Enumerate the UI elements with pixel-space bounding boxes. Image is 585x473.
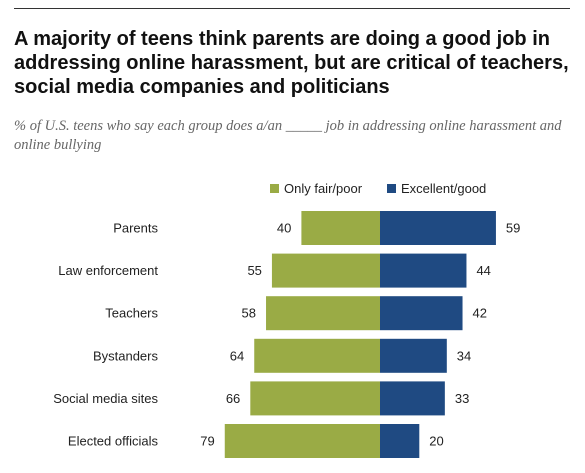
bar-excellent-good-parents <box>380 211 496 245</box>
bar-excellent-good-social-media-sites <box>380 381 445 416</box>
value-label-excellent-good-teachers: 42 <box>473 306 487 321</box>
category-label-bystanders: Bystanders <box>93 348 159 363</box>
top-rule <box>14 8 570 9</box>
bar-only-fair-poor-teachers <box>266 296 380 331</box>
category-label-teachers: Teachers <box>105 306 158 321</box>
value-label-only-fair-poor-teachers: 58 <box>242 306 256 321</box>
bar-only-fair-poor-social-media-sites <box>250 381 380 416</box>
value-label-excellent-good-bystanders: 34 <box>457 348 471 363</box>
bar-only-fair-poor-elected-officials <box>224 424 380 458</box>
bar-only-fair-poor-bystanders <box>254 338 380 373</box>
bar-excellent-good-bystanders <box>380 338 447 373</box>
category-label-social-media-sites: Social media sites <box>53 391 158 406</box>
legend-label-excellent-good: Excellent/good <box>401 181 487 196</box>
value-label-only-fair-poor-parents: 40 <box>277 221 291 236</box>
chart-title: A majority of teens think parents are do… <box>14 28 569 98</box>
value-label-excellent-good-parents: 59 <box>506 221 520 236</box>
bar-only-fair-poor-parents <box>301 211 380 245</box>
legend-item-excellent-good: Excellent/good <box>387 181 486 197</box>
bar-excellent-good-law-enforcement <box>380 253 467 288</box>
value-label-excellent-good-law-enforcement: 44 <box>476 263 490 278</box>
chart-subtitle: % of U.S. teens who say each group does … <box>14 118 562 153</box>
category-label-parents: Parents <box>113 221 158 236</box>
category-label-law-enforcement: Law enforcement <box>58 263 158 278</box>
legend-swatch-only-fair-poor <box>270 184 279 193</box>
value-label-only-fair-poor-bystanders: 64 <box>230 348 244 363</box>
legend-swatch-excellent-good <box>387 184 396 193</box>
category-label-elected-officials: Elected officials <box>68 434 159 449</box>
value-label-only-fair-poor-elected-officials: 79 <box>200 434 214 449</box>
value-label-only-fair-poor-social-media-sites: 66 <box>226 391 240 406</box>
legend-label-only-fair-poor: Only fair/poor <box>284 181 363 196</box>
legend-item-only-fair-poor: Only fair/poor <box>270 181 362 197</box>
bar-excellent-good-teachers <box>380 296 463 331</box>
value-label-excellent-good-social-media-sites: 33 <box>455 391 469 406</box>
bar-only-fair-poor-law-enforcement <box>271 253 380 288</box>
bar-excellent-good-elected-officials <box>380 424 420 458</box>
value-label-only-fair-poor-law-enforcement: 55 <box>247 263 261 278</box>
value-label-excellent-good-elected-officials: 20 <box>429 434 443 449</box>
